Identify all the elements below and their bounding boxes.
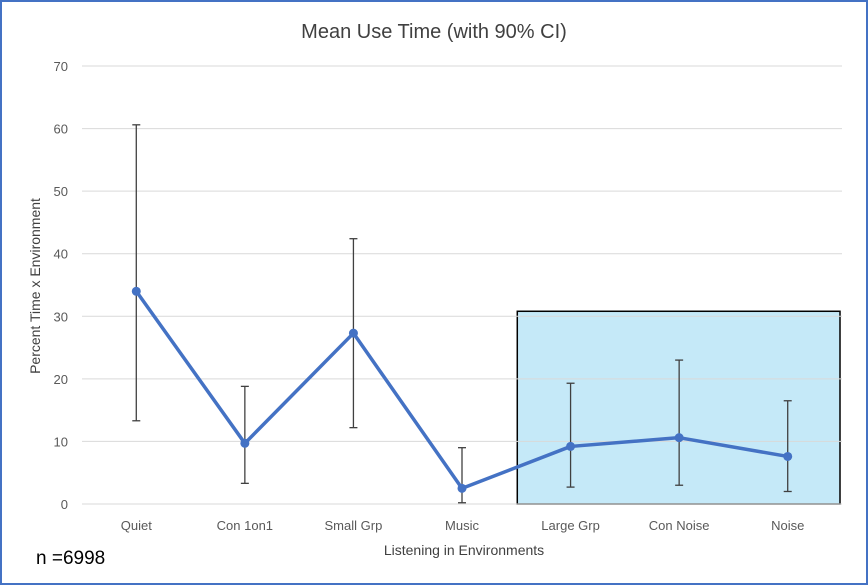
error-bars [132, 124, 792, 504]
data-point [674, 433, 684, 443]
data-point [240, 438, 250, 448]
y-axis-label: Percent Time x Environment [27, 198, 43, 374]
data-point [457, 483, 467, 493]
data-point [348, 328, 358, 338]
y-tick-label: 0 [61, 497, 68, 512]
x-tick-label: Con Noise [649, 518, 710, 533]
y-tick-label: 30 [54, 309, 68, 324]
x-tick-label: Small Grp [325, 518, 383, 533]
y-axis-ticks: 0 10 20 30 40 50 60 70 [54, 59, 68, 512]
y-tick-label: 70 [54, 59, 68, 74]
y-tick-label: 10 [54, 434, 68, 449]
y-tick-label: 60 [54, 122, 68, 137]
data-point [783, 451, 793, 461]
x-tick-label: Music [445, 518, 479, 533]
y-tick-label: 50 [54, 184, 68, 199]
x-tick-label: Con 1on1 [217, 518, 273, 533]
y-tick-label: 20 [54, 372, 68, 387]
data-points [131, 286, 793, 493]
data-point [566, 441, 576, 451]
y-tick-label: 40 [54, 247, 68, 262]
gridlines [82, 65, 842, 505]
x-axis-ticks: Quiet Con 1on1 Small Grp Music Large Grp Con … [121, 518, 805, 533]
x-axis-label: Listening in Environments [384, 542, 544, 558]
sample-size-note: n =6998 [36, 548, 105, 569]
data-point [131, 286, 141, 296]
x-tick-label: Quiet [121, 518, 152, 533]
chart-title: Mean Use Time (with 90% CI) [301, 21, 567, 43]
x-tick-label: Noise [771, 518, 804, 533]
x-tick-label: Large Grp [541, 518, 600, 533]
